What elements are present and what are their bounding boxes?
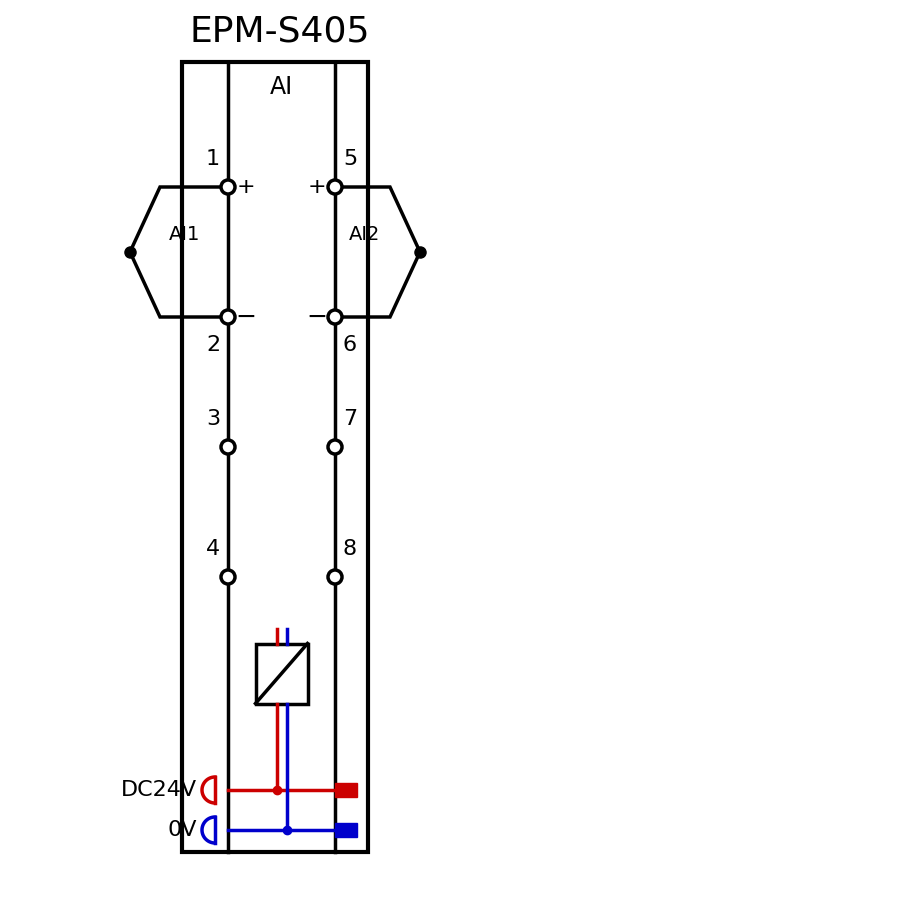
Text: 0V: 0V: [167, 820, 197, 840]
Bar: [335, 783, 357, 797]
Text: AI2: AI2: [349, 225, 381, 244]
Text: 1: 1: [206, 149, 220, 169]
Circle shape: [221, 570, 235, 584]
Text: 3: 3: [206, 409, 220, 429]
Circle shape: [328, 310, 342, 324]
Text: 7: 7: [343, 409, 357, 429]
Circle shape: [328, 440, 342, 454]
Circle shape: [221, 310, 235, 324]
Circle shape: [221, 180, 235, 194]
Text: AI: AI: [270, 75, 293, 99]
Text: DC24V: DC24V: [121, 780, 197, 800]
Text: 4: 4: [206, 539, 220, 559]
Circle shape: [221, 440, 235, 454]
Text: +: +: [308, 177, 327, 197]
Text: −: −: [236, 305, 256, 329]
Text: 8: 8: [343, 539, 357, 559]
Text: 6: 6: [343, 335, 357, 355]
Text: 5: 5: [343, 149, 357, 169]
Text: −: −: [307, 305, 328, 329]
Text: 2: 2: [206, 335, 220, 355]
Circle shape: [328, 570, 342, 584]
Bar: [182, 62, 368, 852]
Text: +: +: [237, 177, 256, 197]
Text: EPM-S405: EPM-S405: [190, 15, 370, 49]
Text: AI1: AI1: [169, 225, 201, 244]
Circle shape: [328, 180, 342, 194]
Bar: [256, 643, 308, 704]
Bar: [335, 823, 357, 837]
